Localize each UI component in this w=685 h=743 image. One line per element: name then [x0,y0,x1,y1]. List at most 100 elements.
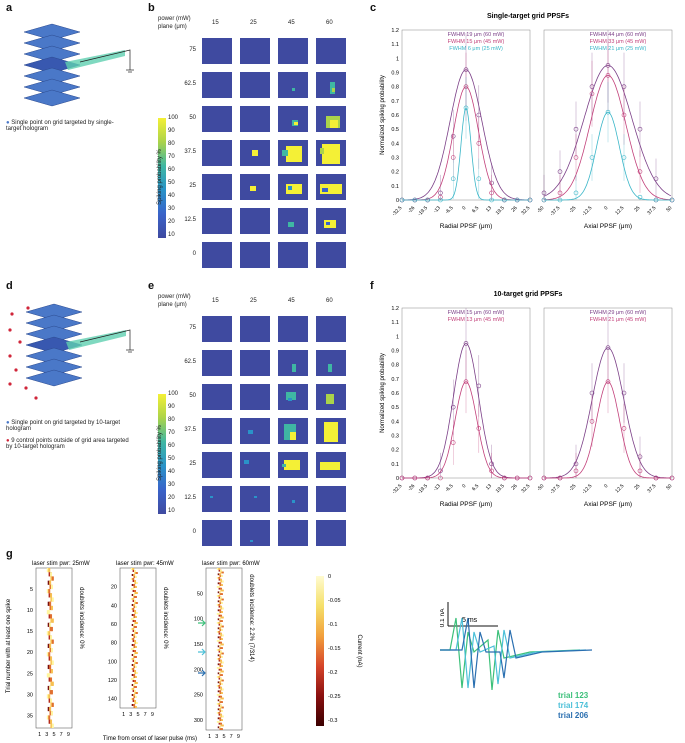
heatmap-cell [202,72,232,98]
heatmap-cell [240,486,270,512]
heatmap-cell [316,242,346,268]
data-point [399,475,405,481]
raster-spike-mark [133,624,136,626]
raster-spike-mark [221,643,224,646]
raster-spike-mark [220,605,223,608]
data-point [476,112,482,118]
x-tick-label: 32.5 [520,483,531,494]
raster-spike-mark [219,600,222,603]
raster-spike-mark [219,618,222,621]
x-tick-label: 37.5 [646,483,657,494]
heatmap-cell [278,174,308,200]
power-column-label: 60 [326,298,333,304]
heatmap-cell [316,106,346,132]
raster-spike-mark [220,728,223,730]
heatmap-cell [240,72,270,98]
raster-x-tick: 9 [67,732,70,738]
x-tick-label: -13 [432,483,442,493]
raster-spike-mark [49,685,52,691]
data-point [573,190,579,196]
x-tick-label: 25 [633,483,641,491]
heatmap-cell [202,242,232,268]
grid-plane-layer [23,67,81,85]
colorbar-tick-label: 40 [168,469,175,475]
x-tick-label: -37.5 [549,483,561,495]
ppsf-chart-f: 10-target grid PPSFs Normalized spiking p… [380,291,675,508]
raster-spike-mark [220,659,223,662]
heatmap-activation-spot [328,364,332,372]
raster-spike-mark [49,706,52,712]
ppsf-chart-c: Single-target grid PPSFs Normalized spiki… [380,13,675,230]
data-point [653,197,659,203]
data-point [637,169,643,174]
y-tick-label: 0.4 [391,419,399,425]
heatmap-cell [316,316,346,342]
raster-spike-mark [134,590,137,592]
data-point [476,141,482,146]
heatmap-activation-spot [322,188,328,192]
data-point [589,419,595,424]
y-tick-label: 0.1 [391,184,399,190]
power-column-label: 60 [326,20,333,26]
current-colorbar-tick: -0.1 [328,622,337,628]
raster-spike-mark [135,572,138,574]
legend-text-d2: 9 control points outside of grid area ta… [6,438,129,450]
data-point [476,383,482,389]
raster-spike-mark [48,694,51,699]
raster-x-tick: 3 [129,712,132,718]
x-tick-label: -6.5 [444,483,454,493]
heatmap-activation-spot [288,222,294,227]
y-tick-label: 0.7 [391,99,399,105]
heatmap-activation-spot [330,120,338,128]
x-tick-label: -25 [568,483,578,493]
raster-spike-mark [50,719,53,724]
fwhm-annotation: FWHM 44 μm (60 mW) [590,32,647,38]
heatmap-activation-spot [290,432,296,440]
heatmap-activation-spot [292,500,295,503]
raster-spike-mark [132,598,135,600]
y-tick-label: 0.3 [391,156,399,162]
raster-spike-mark [135,602,138,604]
heatmap-cell [316,38,346,64]
scale-ms-label: 5 ms [462,617,478,624]
raster-y-tick: 200 [194,667,203,673]
heatmap-cell [240,520,270,546]
heatmap-activation-spot [324,422,338,442]
plot-frame [543,307,673,479]
heatmap-cell [240,452,270,478]
y-tick-label: 0.8 [391,85,399,91]
raster-spike-mark [50,690,53,695]
raster-spike-mark [50,648,53,653]
data-point [589,155,595,160]
raster-spike-mark [51,723,54,728]
x-tick-label: -26 [407,483,417,493]
power-column-label: 25 [250,298,257,304]
data-point [450,440,456,445]
x-tick-label: -12.5 [581,205,593,217]
raster-spike-mark [218,667,221,669]
data-point [573,155,579,160]
raster-y-tick: 5 [30,587,33,593]
raster-spike-mark [218,622,221,624]
raster-spike-mark [218,604,221,606]
gaussian-fit-line [543,74,671,201]
raster-spike-mark [132,568,135,570]
x-tick-label: 0 [603,483,609,489]
raster-y-tick: 250 [194,693,203,699]
raster-spike-mark [135,662,138,664]
raster-spike-mark [134,706,137,708]
x-tick-label: 12.5 [614,483,625,494]
raster-spike-mark [134,570,137,572]
gaussian-fit-line [402,86,529,201]
raster-x-tick: 1 [208,734,211,740]
heatmap-cell [316,208,346,234]
spike-trace [440,617,587,689]
raster-y-tick: 10 [27,608,33,614]
heatmap-cell [278,208,308,234]
data-point [489,197,494,203]
heatmap-cell [278,486,308,512]
heatmap-cell [240,106,270,132]
raster-y-tick: 15 [27,629,33,635]
trial-label: trial 123 [558,691,589,700]
raster-y-tick: 50 [197,591,203,597]
